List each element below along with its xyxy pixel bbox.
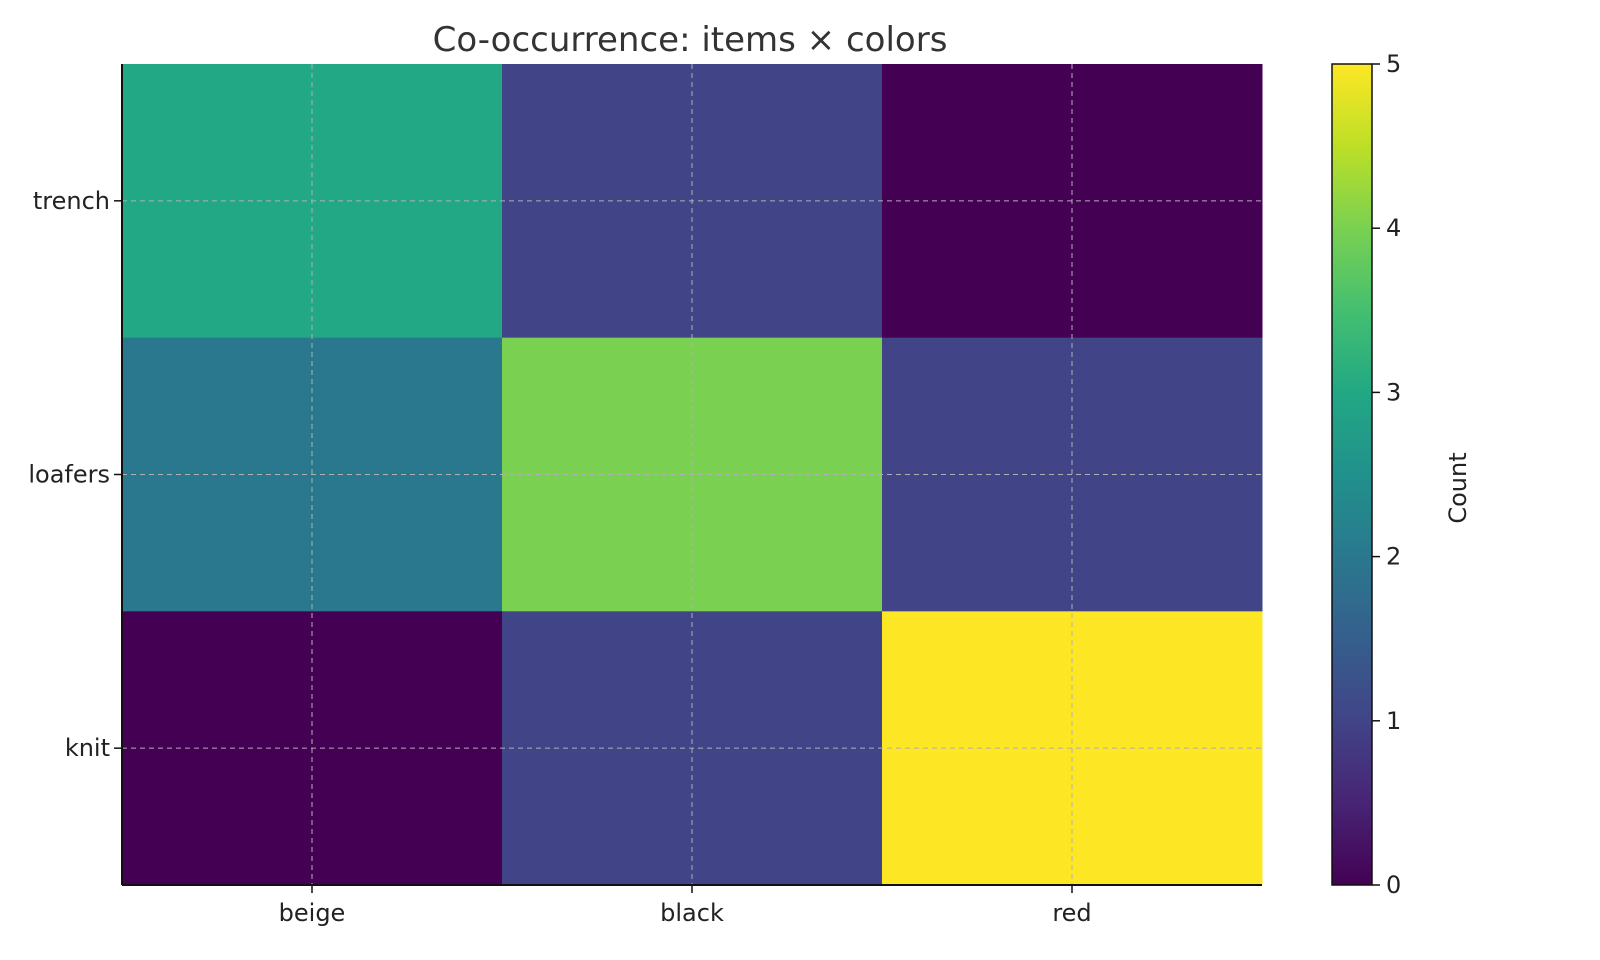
x-tick-label-beige: beige xyxy=(279,899,346,927)
grid-lines xyxy=(122,64,1262,885)
colorbar-tick-label: 2 xyxy=(1386,543,1401,571)
x-tick-label-red: red xyxy=(1052,899,1091,927)
colorbar-tick-label: 0 xyxy=(1386,871,1401,899)
x-axis-ticks: beige black red xyxy=(279,885,1092,927)
x-tick-label-black: black xyxy=(660,899,724,927)
y-axis-ticks: trench loafers knit xyxy=(28,187,122,762)
colorbar-tick-label: 3 xyxy=(1386,378,1401,406)
colorbar-tick-label: 5 xyxy=(1386,50,1401,78)
colorbar-tick-label: 4 xyxy=(1386,214,1401,242)
colorbar-gradient xyxy=(1331,63,1373,886)
y-tick-label-loafers: loafers xyxy=(28,461,110,489)
y-tick-label-knit: knit xyxy=(65,734,110,762)
colorbar-tick-label: 1 xyxy=(1386,707,1401,735)
chart-title: Co-occurrence: items × colors xyxy=(433,20,948,60)
y-tick-label-trench: trench xyxy=(33,187,110,215)
colorbar-label: Count xyxy=(1444,452,1472,523)
colorbar: 0 1 2 3 4 5 xyxy=(1331,50,1401,899)
